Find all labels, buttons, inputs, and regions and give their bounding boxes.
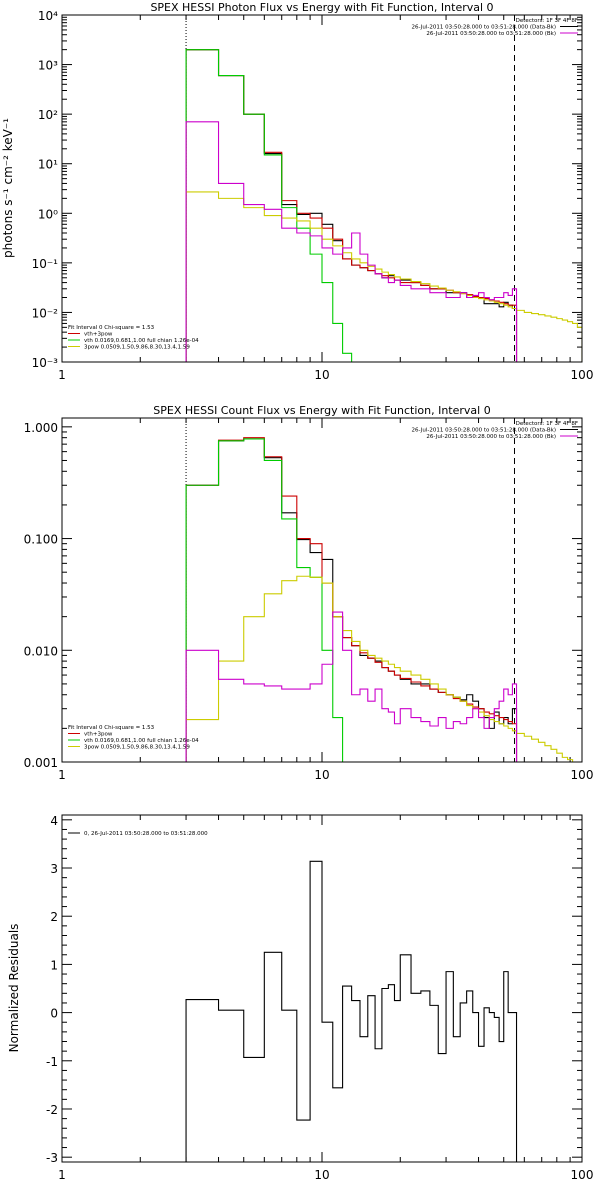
header-line: 26-Jul-2011 03:50:28.000 to 03:51:28.000… (412, 25, 557, 31)
y-tick-label: 3 (50, 862, 58, 876)
series-line-1 (185, 437, 518, 762)
y-tick-label: 2 (50, 910, 58, 924)
series-line-1 (185, 49, 518, 362)
y-tick-label: 1.000 (24, 421, 58, 435)
series-group (185, 860, 518, 1162)
x-tick-label: 100 (571, 1168, 594, 1182)
legend-entry: 3pow 0.0509,1.50,9.86,8.30,13.4,1.59 (84, 345, 190, 351)
y-tick-label: 10⁴ (38, 9, 58, 23)
y-tick-label: 10¹ (38, 158, 58, 172)
series-line-0 (185, 438, 518, 762)
panel-0: SPEX HESSI Photon Flux vs Energy with Fi… (1, 1, 593, 382)
series-line-0 (185, 49, 518, 362)
series-group (185, 49, 582, 362)
y-tick-label: 0.001 (24, 756, 58, 770)
chart-title: SPEX HESSI Count Flux vs Energy with Fit… (153, 404, 490, 417)
x-tick-label: 1 (58, 768, 66, 782)
series-line-3 (185, 191, 582, 362)
x-tick-label: 1 (58, 1168, 66, 1182)
panel-2: Normalized Residuals 1 10 100 -3 -2 -1 0 1 2 3 4 0, … (7, 814, 593, 1182)
y-axis-label: Normalized Residuals (7, 924, 21, 1053)
y-axis-label: photons s⁻¹ cm⁻² keV⁻¹ (1, 118, 15, 258)
series-line-4 (185, 121, 518, 362)
x-tick-label: 10 (314, 368, 329, 382)
series-line-0 (185, 860, 518, 1162)
y-tick-label: 10⁻² (32, 306, 59, 320)
header-line: 26-Jul-2011 03:50:28.000 to 03:51:28.000… (412, 428, 557, 434)
panel-1: SPEX HESSI Count Flux vs Energy with Fit… (24, 404, 594, 782)
y-tick-label: 0.100 (24, 533, 58, 547)
legend-entry: vth+3pow (84, 332, 113, 338)
header-line: 26-Jul-2011 03:50:28.000 to 03:51:28.000… (426, 31, 556, 37)
x-tick-label: 100 (571, 368, 594, 382)
header-line: 26-Jul-2011 03:50:28.000 to 03:51:28.000… (426, 434, 556, 440)
x-tick-label: 10 (314, 1168, 329, 1182)
plot-frame (61, 417, 583, 763)
y-tick-label: 1 (50, 958, 58, 972)
y-tick-label: 10⁻³ (32, 356, 59, 370)
legend-entry: 0, 26-Jul-2011 03:50:28.000 to 03:51:28.… (84, 831, 208, 837)
header-line: Detectors: 1F 3F 4F 8F (516, 421, 578, 427)
series-line-4 (185, 611, 518, 762)
series-line-2 (185, 49, 353, 362)
y-tick-label: -1 (46, 1055, 58, 1069)
series-line-3 (185, 575, 582, 762)
series-group (185, 437, 582, 762)
header-line: Detectors: 1F 3F 4F 8F (516, 18, 578, 24)
y-tick-label: 0.010 (24, 644, 58, 658)
y-tick-label: 0 (50, 1007, 58, 1021)
x-tick-label: 10 (314, 768, 329, 782)
y-tick-label: -3 (46, 1151, 58, 1165)
series-line-2 (185, 438, 344, 762)
legend-entry: vth 0.0169,0.681,1.00 full chian 1.26e-0… (84, 338, 199, 344)
legend-entry: Fit Interval 0 Chi-square = 1.53 (68, 725, 155, 731)
legend-entry: vth+3pow (84, 732, 113, 738)
y-tick-label: 10² (38, 108, 58, 122)
x-tick-label: 1 (58, 368, 66, 382)
y-tick-label: 4 (50, 814, 58, 828)
y-tick-label: 10⁰ (38, 207, 58, 221)
y-tick-label: 10⁻¹ (32, 257, 59, 271)
y-tick-label: -2 (46, 1103, 58, 1117)
legend-entry: Fit Interval 0 Chi-square = 1.53 (68, 325, 155, 331)
y-tick-label: 10³ (38, 59, 58, 73)
plot-frame (61, 814, 583, 1163)
legend-entry: vth 0.0169,0.681,1.00 full chian 1.26e-0… (84, 738, 199, 744)
legend-entry: 3pow 0.0509,1.50,9.86,8.30,13.4,1.59 (84, 745, 190, 751)
chart-title: SPEX HESSI Photon Flux vs Energy with Fi… (150, 1, 493, 14)
plot-frame (61, 14, 583, 363)
x-tick-label: 100 (571, 768, 594, 782)
